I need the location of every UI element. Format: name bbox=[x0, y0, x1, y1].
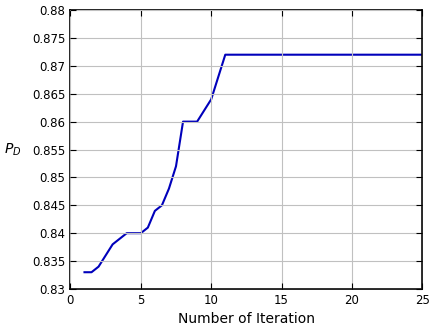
X-axis label: Number of Iteration: Number of Iteration bbox=[178, 312, 315, 326]
Y-axis label: $P_D$: $P_D$ bbox=[4, 141, 22, 158]
